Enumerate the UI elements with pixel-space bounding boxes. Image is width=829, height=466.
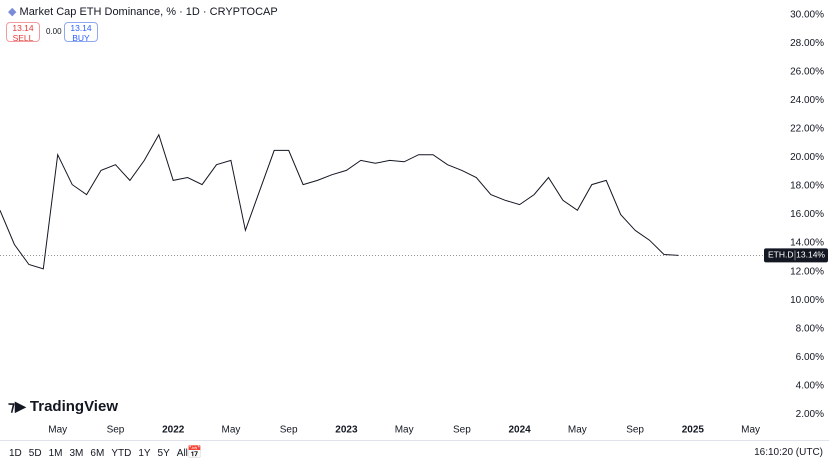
range-button[interactable]: 5Y: [157, 448, 170, 459]
y-tick-label: 26.00%: [790, 67, 824, 78]
buy-label[interactable]: BUY: [72, 32, 90, 43]
range-button[interactable]: YTD: [111, 448, 132, 459]
last-value-label: 13.14%: [796, 250, 825, 260]
x-tick-label: May: [568, 425, 587, 436]
y-tick-label: 10.00%: [790, 295, 824, 306]
y-tick-label: 28.00%: [790, 38, 824, 49]
last-value-tag: [764, 248, 828, 263]
x-tick-label: 2024: [508, 425, 531, 436]
y-tick-label: 18.00%: [790, 181, 824, 192]
y-tick-label: 2.00%: [796, 409, 824, 420]
x-tick-label: May: [221, 425, 240, 436]
x-tick-label: Sep: [626, 425, 644, 436]
calendar-icon[interactable]: 📅: [187, 445, 202, 459]
y-tick-label: 8.00%: [796, 323, 824, 334]
y-tick-label: 22.00%: [790, 124, 824, 135]
y-tick-label: 30.00%: [790, 10, 824, 21]
range-button[interactable]: 6M: [90, 448, 105, 459]
buy-price[interactable]: 13.14: [70, 23, 92, 33]
y-tick-label: 4.00%: [796, 380, 824, 391]
x-tick-label: 2025: [682, 425, 705, 436]
x-tick-label: May: [741, 425, 760, 436]
series-name: ETH.D: [768, 250, 794, 260]
y-tick-label: 6.00%: [796, 352, 824, 363]
y-tick-label: 12.00%: [790, 266, 824, 277]
sell-label[interactable]: SELL: [12, 32, 34, 43]
y-tick-label: 14.00%: [790, 238, 824, 249]
range-button[interactable]: 1Y: [138, 448, 151, 459]
sell-button[interactable]: 13.14 SELL: [6, 22, 40, 42]
sell-price[interactable]: 13.14: [12, 23, 34, 33]
y-tick-label: 24.00%: [790, 95, 824, 106]
chart-title: ◆ Market Cap ETH Dominance, % · 1D · CRY…: [8, 6, 278, 18]
toolbar-border: [0, 440, 829, 441]
range-bar: 1D 5D 1M 3M 6M YTD 1Y 5Y All: [9, 447, 195, 459]
y-tick-label: 20.00%: [790, 152, 824, 163]
buy-button[interactable]: 13.14 BUY: [64, 22, 98, 42]
range-button[interactable]: 3M: [69, 448, 84, 459]
line-series: [0, 133, 679, 270]
y-tick-label: 16.00%: [790, 209, 824, 220]
x-tick-label: Sep: [453, 425, 471, 436]
clock: 16:10:20 (UTC): [754, 447, 823, 458]
title-text: Market Cap ETH Dominance, % · 1D · CRYPT…: [19, 6, 278, 18]
range-button[interactable]: 1D: [9, 448, 22, 459]
range-button[interactable]: 1M: [48, 448, 63, 459]
brand-text: TradingView: [29, 398, 118, 415]
x-tick-label: 2022: [162, 425, 185, 436]
x-tick-label: May: [48, 425, 67, 436]
x-tick-label: May: [395, 425, 414, 436]
x-tick-label: 2023: [335, 425, 358, 436]
range-button[interactable]: All: [176, 448, 188, 459]
spread: 0.00: [46, 27, 62, 36]
x-tick-label: Sep: [280, 425, 298, 436]
range-button[interactable]: 5D: [28, 448, 42, 459]
x-tick-label: Sep: [107, 425, 125, 436]
brand: ⁊▶ TradingView: [8, 398, 118, 415]
